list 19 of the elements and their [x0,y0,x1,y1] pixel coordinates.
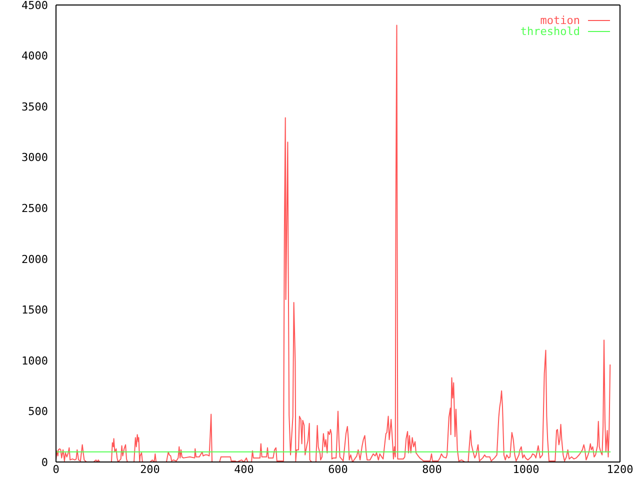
y-tick-label: 500 [28,405,48,418]
y-tick-label: 1000 [22,354,48,368]
y-tick-label: 2500 [22,202,48,216]
y-tick-label: 1500 [22,304,48,317]
y-tick-label: 2000 [22,252,48,266]
y-tick-label: 4500 [22,0,48,12]
line-series [56,24,611,462]
legend-label: threshold [520,25,580,38]
y-tick-label: 3500 [22,100,48,114]
x-tick-label: 600 [328,462,348,476]
x-tick-label: 1000 [512,462,540,476]
x-tick-label: 0 [52,462,60,476]
x-tick-label: 800 [422,462,442,476]
legend-label: motion [540,14,580,27]
y-tick-label: 4000 [22,50,48,63]
x-tick-label: 1200 [606,462,634,476]
x-tick-label: 200 [140,462,160,476]
y-tick-label: 3000 [22,151,48,164]
x-tick-label: 400 [234,462,254,476]
